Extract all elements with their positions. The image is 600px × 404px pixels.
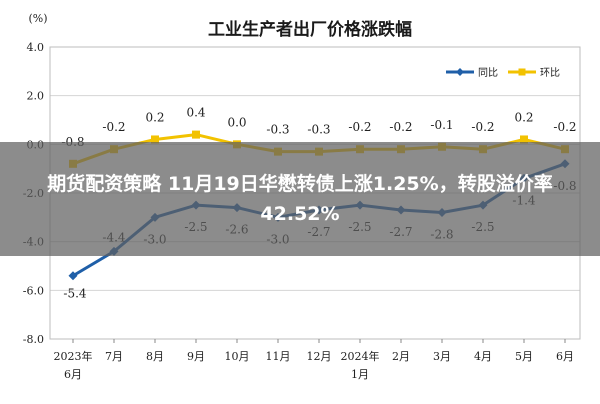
- x-tick-label: 6月: [64, 368, 82, 381]
- legend-label: 环比: [540, 67, 560, 79]
- headline-text: 期货配资策略 11月19日华懋转债上涨1.25%，转股溢价率42.52%: [47, 173, 553, 225]
- mom-data-label: -0.3: [266, 123, 289, 137]
- legend-swatch-marker: [518, 68, 526, 76]
- mom-data-label: -0.2: [389, 120, 412, 134]
- x-tick-label: 7月: [105, 350, 123, 363]
- y-tick-label: -6.0: [23, 284, 44, 297]
- mom-data-label: -0.2: [471, 120, 494, 134]
- headline-banner: 期货配资策略 11月19日华懋转债上涨1.25%，转股溢价率42.52%: [0, 142, 600, 256]
- mom-point-marker: [192, 130, 200, 139]
- x-tick-label: 2024年: [341, 349, 380, 363]
- x-tick-label: 9月: [187, 350, 205, 363]
- x-tick-label: 6月: [556, 350, 574, 363]
- x-tick-label: 8月: [146, 350, 164, 363]
- x-tick-label: 2月: [392, 350, 410, 363]
- x-tick-label: 11月: [266, 350, 291, 363]
- x-tick-label: 5月: [515, 350, 533, 363]
- mom-data-label: -0.1: [430, 118, 453, 132]
- legend-swatch-marker: [456, 68, 464, 76]
- y-axis-unit-label: (%): [28, 12, 47, 25]
- x-tick-label: 3月: [433, 350, 451, 363]
- mom-data-label: -0.3: [307, 123, 330, 137]
- x-tick-label: 1月: [351, 368, 369, 381]
- mom-point-marker: [520, 135, 528, 144]
- mom-point-marker: [151, 135, 159, 144]
- axis-layer: 4.02.00.0-2.0-4.0-6.0-8.02023年6月7月8月9月10…: [23, 41, 574, 381]
- mom-data-label: 0.0: [227, 115, 246, 129]
- chart-title: 工业生产者出厂价格涨跌幅: [208, 19, 412, 40]
- yoy-data-label: -5.4: [63, 287, 87, 301]
- x-tick-label: 10月: [225, 350, 250, 363]
- mom-data-label: -0.2: [348, 120, 371, 134]
- legend: 同比 环比: [446, 67, 560, 79]
- y-tick-label: 4.0: [27, 41, 45, 54]
- mom-data-label: 0.2: [145, 110, 164, 124]
- yoy-point-marker: [68, 271, 78, 281]
- x-tick-label: 4月: [474, 350, 492, 363]
- y-tick-label: 2.0: [27, 90, 45, 103]
- legend-label: 同比: [478, 67, 498, 79]
- x-tick-label: 12月: [307, 350, 332, 363]
- mom-data-label: 0.2: [514, 110, 533, 124]
- y-tick-label: -8.0: [23, 333, 44, 346]
- mom-data-label: -0.2: [102, 120, 125, 134]
- mom-data-label: -0.2: [553, 120, 576, 134]
- mom-data-label: 0.4: [186, 106, 205, 120]
- x-tick-label: 2023年: [54, 349, 93, 363]
